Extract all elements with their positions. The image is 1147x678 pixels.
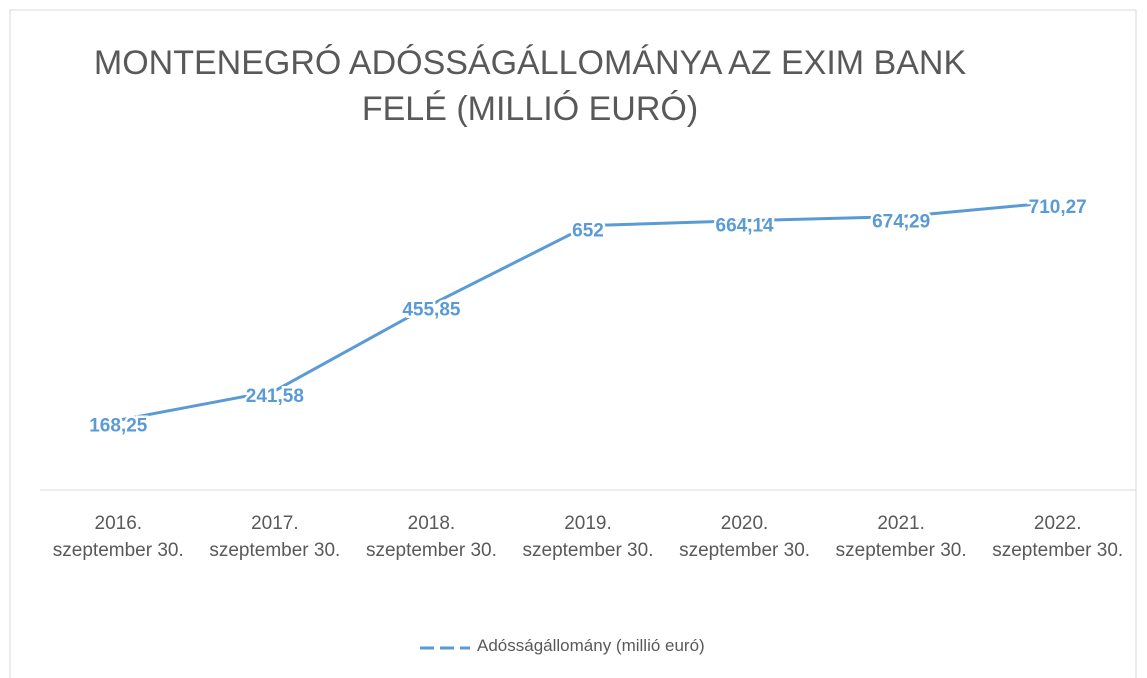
data-label: 652: [572, 221, 604, 242]
legend-label: Adósságállomány (millió euró): [477, 636, 705, 655]
x-tick-label: 2019. szeptember 30.: [522, 513, 654, 561]
line: [118, 200, 1058, 422]
x-tick-label: 2016. szeptember 30.: [52, 513, 184, 561]
x-tick-label: 2020. szeptember 30.: [679, 513, 811, 561]
x-tick-label: 2021. szeptember 30.: [835, 513, 967, 561]
x-tick-label: 2017. szeptember 30.: [209, 513, 341, 561]
x-tick-label: 2018. szeptember 30.: [365, 513, 497, 561]
data-label: 664,14: [716, 216, 775, 237]
data-label: 241,58: [246, 386, 304, 407]
chart-title: MONTENEGRÓ ADÓSSÁGÁLLOMÁNYA AZ EXIM BANK…: [93, 44, 967, 128]
data-label: 455,85: [402, 300, 461, 321]
data-label: 168,25: [89, 415, 148, 436]
frame: [9, 9, 1137, 678]
x-tick-label: 2022. szeptember 30.: [992, 513, 1124, 561]
data-label: 674,29: [872, 212, 930, 233]
data-label: 710,27: [1029, 197, 1087, 218]
